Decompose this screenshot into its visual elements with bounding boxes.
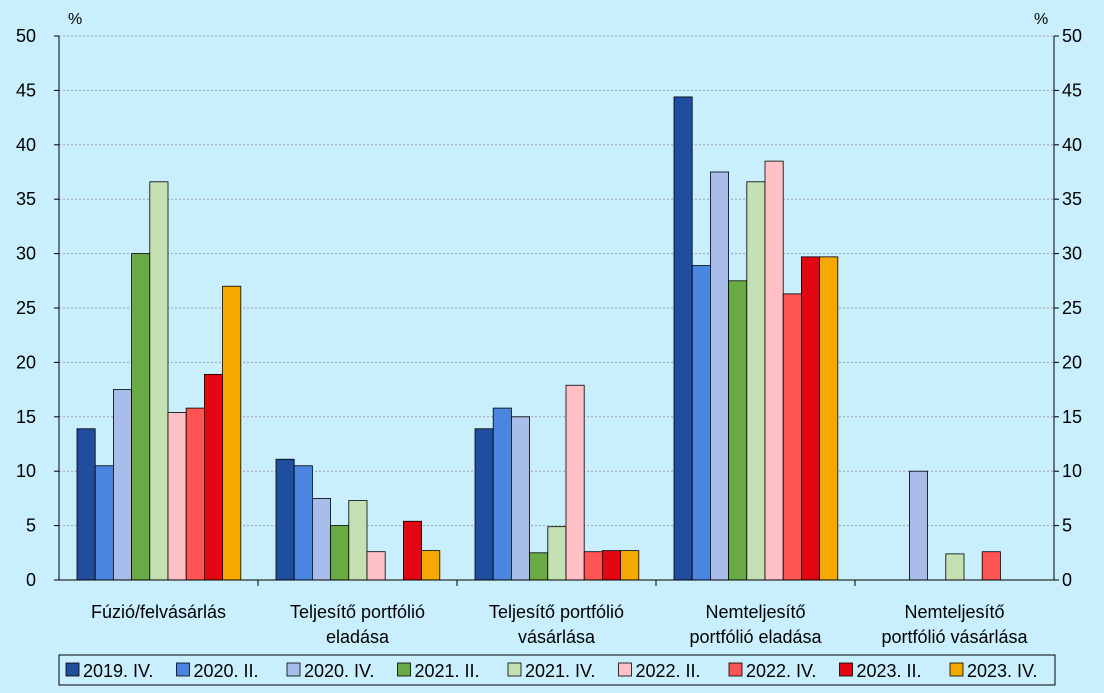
x-category-labels: Fúzió/felvásárlás Teljesítő portfólió elad… (91, 602, 1029, 647)
bar-2-3 (710, 171, 730, 581)
legend-label: 2019. IV. (83, 661, 153, 681)
bar-3-3 (728, 280, 748, 581)
legend-swatch (728, 662, 743, 677)
bar-8-1 (421, 550, 441, 581)
bar-1-0 (94, 465, 114, 581)
bar-2-0 (113, 389, 133, 581)
bar-6-2 (583, 551, 603, 581)
legend-label: 2021. IV. (525, 661, 595, 681)
bar-6-3 (782, 293, 802, 581)
bar-6-4 (981, 551, 1001, 581)
legend-label: 2020. IV. (304, 661, 374, 681)
y-tick-label-left: 35 (16, 189, 36, 209)
bar-0-3 (673, 96, 693, 581)
bar-7-3 (801, 256, 821, 581)
y-tick-label-right: 20 (1062, 352, 1082, 372)
bar-4-1 (348, 500, 368, 581)
bar-7-2 (602, 550, 622, 581)
y-tick-label-left: 25 (16, 298, 36, 318)
x-category-label: eladása (326, 627, 390, 647)
x-category-label: vásárlása (518, 627, 596, 647)
y-tick-label-left: 30 (16, 244, 36, 264)
legend-swatch (507, 662, 522, 677)
y-tick-label-right: 5 (1062, 516, 1072, 536)
bar-8-3 (819, 256, 839, 581)
legend-box (58, 654, 1056, 686)
legend-swatch (65, 662, 80, 677)
bar-4-2 (547, 526, 567, 581)
bar-4-3 (746, 181, 766, 581)
y-tick-label-left: 40 (16, 135, 36, 155)
bar-6-0 (185, 407, 205, 581)
bar-7-1 (402, 520, 422, 581)
legend-label: 2023. II. (857, 661, 922, 681)
legend-swatch (618, 662, 632, 677)
bars-group (76, 96, 1001, 586)
bar-0-1 (275, 458, 295, 581)
x-category-label: Nemteljesítő (705, 602, 805, 622)
bar-2-2 (510, 416, 530, 581)
y-tick-label-right: 15 (1062, 407, 1082, 427)
y-tick-labels: 0 0 5 5 10 10 15 15 20 20 25 25 30 30 35 35 40 40 45 45 50 50 (16, 26, 1082, 590)
y-tick-label-left: 20 (16, 352, 36, 372)
bar-1-1 (293, 465, 313, 581)
bar-4-4 (945, 553, 965, 581)
bar-5-3 (764, 160, 784, 581)
legend-label: 2022. IV. (746, 661, 816, 681)
bar-3-2 (529, 552, 549, 581)
bar-8-0 (222, 285, 242, 581)
legend-label: 2021. II. (415, 661, 480, 681)
bar-1-3 (691, 265, 711, 581)
y-tick-label-right: 50 (1062, 26, 1082, 46)
bar-5-2 (565, 384, 585, 581)
bar-7-0 (203, 373, 223, 581)
legend-label: 2020. II. (194, 661, 259, 681)
x-category-label: portfólió eladása (689, 627, 822, 647)
y-unit-right: % (1034, 11, 1048, 28)
y-tick-label-left: 10 (16, 461, 36, 481)
y-tick-label-right: 10 (1062, 461, 1082, 481)
y-tick-label-left: 45 (16, 80, 36, 100)
bar-2-4 (909, 470, 929, 581)
legend-swatch (176, 662, 190, 677)
bar-0-2 (474, 428, 494, 581)
y-tick-label-right: 25 (1062, 298, 1082, 318)
y-unit-left: % (68, 11, 82, 28)
y-tick-label-left: 0 (26, 570, 36, 590)
x-category-label: Teljesítő portfólió (489, 602, 624, 622)
y-tick-label-right: 30 (1062, 244, 1082, 264)
y-tick-label-right: 0 (1062, 570, 1072, 590)
legend-swatch (286, 662, 301, 677)
y-tick-label-left: 5 (26, 516, 36, 536)
bar-3-0 (131, 253, 151, 581)
bar-3-1 (330, 525, 350, 581)
y-tick-label-right: 35 (1062, 189, 1082, 209)
bar-5-1 (366, 551, 386, 581)
legend-label: 2022. II. (636, 661, 701, 681)
bar-2-1 (311, 497, 331, 581)
y-tick-label-right: 45 (1062, 80, 1082, 100)
legend-label: 2023. IV. (967, 661, 1037, 681)
legend-swatch (949, 662, 964, 677)
legend: 2019. IV. 2020. II. 2020. IV. 2021. II. 2021… (58, 654, 1056, 686)
bar-1-2 (492, 407, 512, 581)
bar-5-0 (167, 412, 187, 581)
x-category-label: Nemteljesítő (904, 602, 1004, 622)
x-category-label: portfólió vásárlása (881, 627, 1028, 647)
legend-swatch (839, 662, 853, 677)
legend-swatch (397, 662, 411, 677)
y-tick-label-left: 50 (16, 26, 36, 46)
x-category-label: Teljesítő portfólió (290, 602, 425, 622)
bar-4-0 (149, 181, 169, 581)
y-tick-label-right: 40 (1062, 135, 1082, 155)
bar-8-2 (620, 550, 640, 581)
y-tick-label-left: 15 (16, 407, 36, 427)
bar-0-0 (76, 428, 96, 581)
x-category-label: Fúzió/felvásárlás (91, 602, 226, 622)
